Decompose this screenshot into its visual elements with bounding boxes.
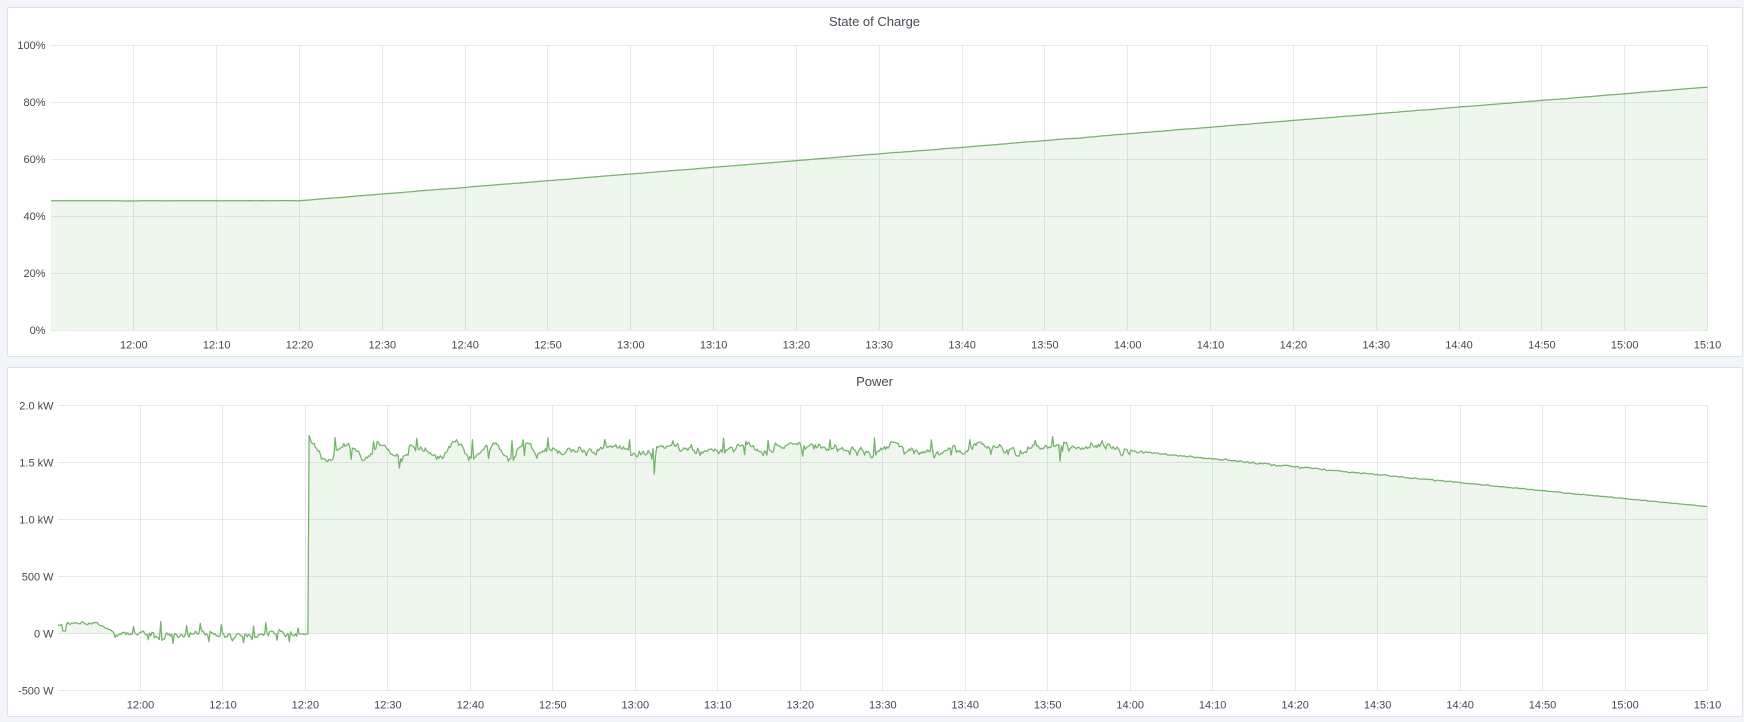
svg-text:12:10: 12:10 — [203, 340, 231, 352]
svg-text:12:20: 12:20 — [292, 700, 320, 712]
svg-text:14:40: 14:40 — [1445, 340, 1473, 352]
svg-text:14:40: 14:40 — [1446, 700, 1474, 712]
svg-text:12:00: 12:00 — [127, 700, 155, 712]
svg-text:100%: 100% — [17, 40, 45, 52]
svg-text:12:00: 12:00 — [120, 340, 148, 352]
svg-text:12:50: 12:50 — [534, 340, 562, 352]
svg-text:13:10: 13:10 — [700, 340, 728, 352]
svg-text:Power: Power — [856, 374, 894, 389]
svg-text:13:00: 13:00 — [617, 340, 645, 352]
svg-text:12:50: 12:50 — [539, 700, 567, 712]
svg-text:1.0 kW: 1.0 kW — [19, 515, 54, 527]
svg-text:14:10: 14:10 — [1199, 700, 1227, 712]
svg-text:14:10: 14:10 — [1197, 340, 1225, 352]
svg-text:14:00: 14:00 — [1114, 340, 1142, 352]
svg-text:-500 W: -500 W — [18, 686, 54, 698]
svg-text:12:30: 12:30 — [369, 340, 397, 352]
svg-text:12:10: 12:10 — [209, 700, 237, 712]
svg-text:500 W: 500 W — [22, 572, 54, 584]
svg-text:2.0 kW: 2.0 kW — [19, 401, 54, 413]
svg-text:14:50: 14:50 — [1528, 340, 1556, 352]
svg-text:14:00: 14:00 — [1116, 700, 1144, 712]
svg-text:14:30: 14:30 — [1362, 340, 1390, 352]
svg-text:80%: 80% — [23, 97, 45, 109]
svg-text:14:20: 14:20 — [1280, 340, 1308, 352]
svg-text:State of Charge: State of Charge — [829, 14, 920, 29]
svg-text:13:20: 13:20 — [783, 340, 811, 352]
svg-text:13:40: 13:40 — [948, 340, 976, 352]
svg-text:40%: 40% — [23, 211, 45, 223]
svg-text:13:50: 13:50 — [1034, 700, 1062, 712]
svg-text:15:00: 15:00 — [1611, 700, 1639, 712]
svg-text:14:20: 14:20 — [1281, 700, 1309, 712]
svg-text:14:30: 14:30 — [1364, 700, 1392, 712]
svg-text:12:40: 12:40 — [451, 340, 479, 352]
svg-text:13:40: 13:40 — [951, 700, 979, 712]
svg-text:14:50: 14:50 — [1529, 700, 1557, 712]
svg-text:13:10: 13:10 — [704, 700, 732, 712]
svg-text:13:50: 13:50 — [1031, 340, 1059, 352]
svg-text:15:10: 15:10 — [1694, 700, 1722, 712]
svg-text:12:20: 12:20 — [286, 340, 314, 352]
svg-text:1.5 kW: 1.5 kW — [19, 458, 54, 470]
svg-text:12:40: 12:40 — [457, 700, 485, 712]
svg-text:13:30: 13:30 — [869, 700, 897, 712]
svg-text:0%: 0% — [30, 325, 46, 337]
svg-text:13:20: 13:20 — [787, 700, 815, 712]
svg-text:13:00: 13:00 — [622, 700, 650, 712]
svg-text:12:30: 12:30 — [374, 700, 402, 712]
svg-text:13:30: 13:30 — [865, 340, 893, 352]
svg-text:15:10: 15:10 — [1694, 340, 1722, 352]
svg-text:60%: 60% — [23, 154, 45, 166]
svg-text:20%: 20% — [23, 268, 45, 280]
svg-text:15:00: 15:00 — [1611, 340, 1639, 352]
svg-text:0 W: 0 W — [34, 629, 54, 641]
